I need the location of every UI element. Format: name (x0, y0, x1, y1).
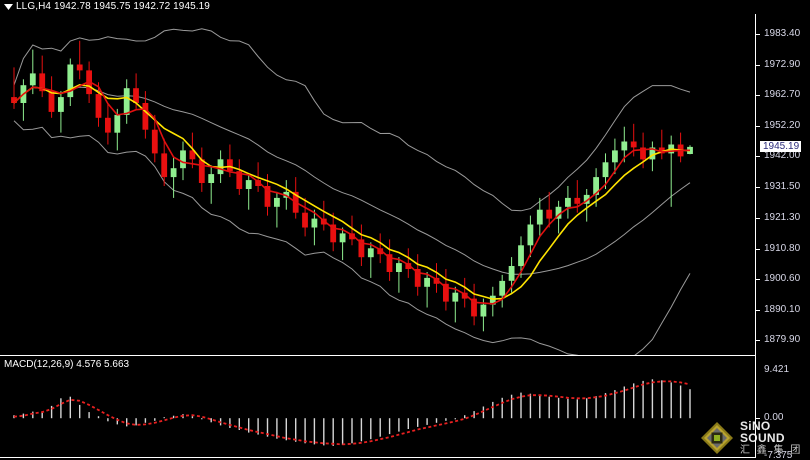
candlestick-canvas (11, 28, 693, 356)
price-scale-label: 1962.70 (764, 89, 801, 100)
price-axis-line (755, 14, 756, 458)
scale-tick (756, 95, 760, 96)
price-scale-label: 1921.30 (764, 212, 801, 223)
diamond-logo-icon (701, 422, 733, 454)
price-scale-label: 1952.20 (764, 120, 801, 131)
price-scale-label: 1900.60 (764, 273, 801, 284)
scale-tick (756, 65, 760, 66)
price-chart-panel[interactable] (0, 14, 810, 356)
macd-scale-label: -7.375 (764, 450, 793, 460)
price-scale-label: 1983.40 (764, 28, 801, 39)
macd-indicator-label: MACD(12,26,9) 4.576 5.663 (4, 359, 130, 370)
scale-tick (756, 340, 760, 341)
price-scale-label: 1879.90 (764, 334, 801, 345)
symbol-ohlc-label: LLG,H4 1942.78 1945.75 1942.72 1945.19 (16, 1, 210, 12)
watermark-english-text: SiNO SOUND (740, 420, 785, 445)
current-price-tag: 1945.19 (760, 141, 802, 152)
watermark-chinese-text: 汇 鑫 集 团 (740, 445, 803, 456)
macd-scale-label: 0.00 (764, 412, 784, 423)
panel-separator (0, 355, 756, 356)
scale-tick (756, 34, 760, 35)
scale-tick (756, 218, 760, 219)
scale-tick (756, 156, 760, 157)
scale-tick (756, 249, 760, 250)
watermark-logo: SiNO SOUND 汇 鑫 集 团 (700, 420, 810, 456)
scale-tick (756, 279, 760, 280)
scale-tick (756, 310, 760, 311)
macd-indicator-panel[interactable] (0, 356, 810, 460)
price-scale-label: 1910.80 (764, 243, 801, 254)
price-scale-label: 1890.10 (764, 304, 801, 315)
price-scale-label: 1942.00 (764, 150, 801, 161)
scale-tick (756, 126, 760, 127)
chevron-down-icon[interactable] (0, 0, 16, 14)
scale-tick (756, 418, 760, 419)
price-scale-label: 1972.90 (764, 59, 801, 70)
macd-scale-label: 9.421 (764, 364, 790, 375)
macd-bottom-border (0, 457, 756, 458)
scale-tick (756, 187, 760, 188)
price-scale-label: 1931.50 (764, 181, 801, 192)
macd-canvas (13, 379, 691, 446)
chart-header: LLG,H4 1942.78 1945.75 1942.72 1945.19 (0, 0, 810, 14)
